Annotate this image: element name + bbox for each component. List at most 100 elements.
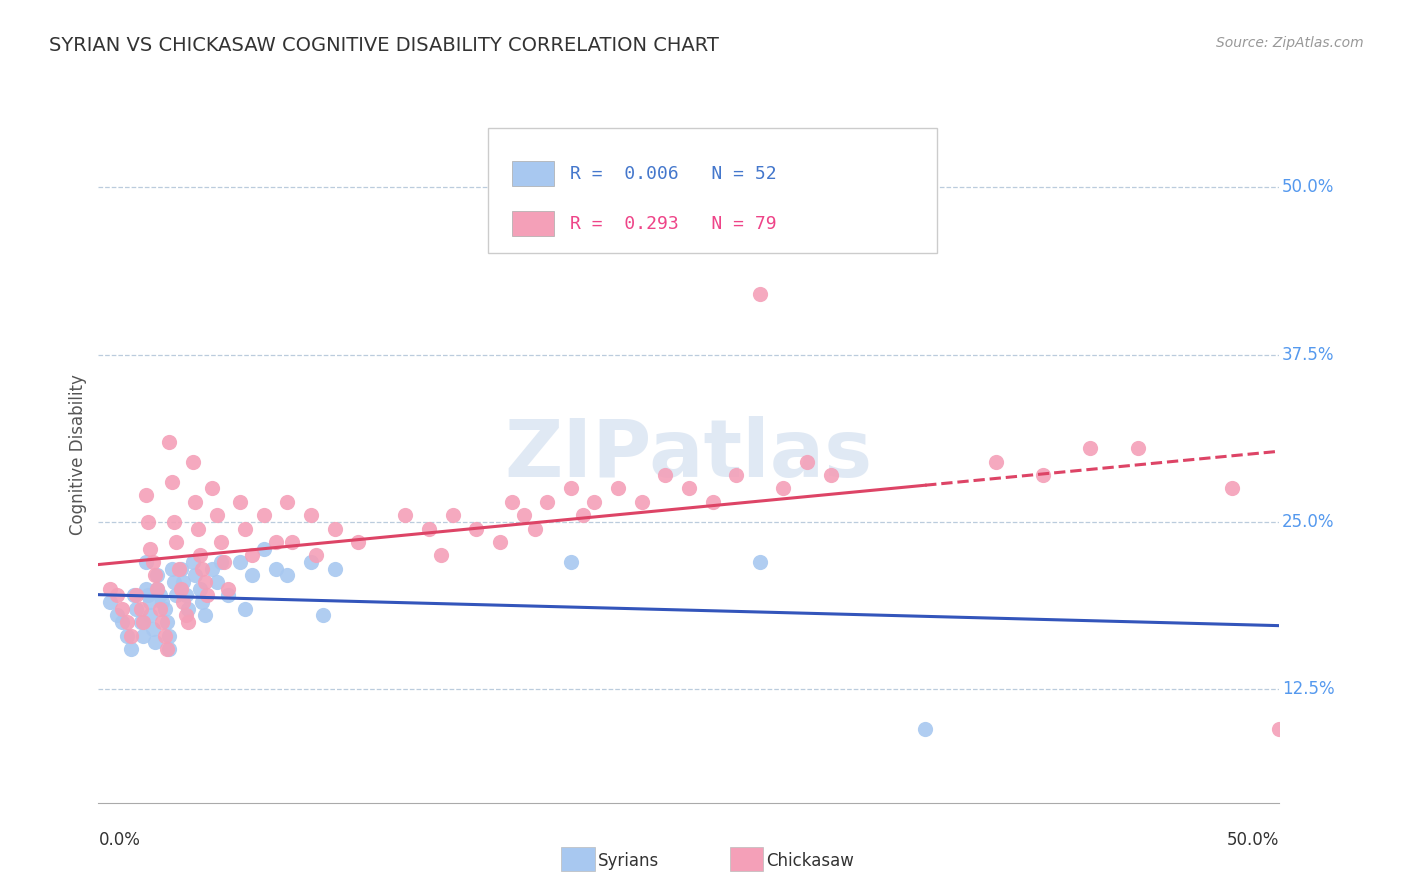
Point bbox=[184, 494, 207, 508]
Point bbox=[115, 628, 138, 642]
Point bbox=[217, 589, 239, 603]
Point bbox=[146, 582, 169, 596]
FancyBboxPatch shape bbox=[512, 161, 554, 186]
Point bbox=[1268, 723, 1291, 737]
Point bbox=[125, 589, 148, 603]
Text: 50.0%: 50.0% bbox=[1282, 178, 1334, 196]
Point bbox=[217, 582, 239, 596]
Point bbox=[191, 595, 214, 609]
Point bbox=[139, 595, 162, 609]
Point bbox=[1080, 442, 1102, 456]
Point bbox=[129, 602, 152, 616]
Point bbox=[323, 562, 346, 576]
Point bbox=[201, 562, 224, 576]
Point bbox=[174, 589, 197, 603]
Point bbox=[512, 508, 534, 523]
Point bbox=[132, 628, 155, 642]
Point bbox=[177, 602, 200, 616]
Point bbox=[129, 615, 152, 630]
Point bbox=[233, 602, 256, 616]
Point bbox=[111, 615, 134, 630]
Point bbox=[157, 628, 180, 642]
Point bbox=[312, 608, 335, 623]
Point bbox=[146, 568, 169, 582]
Point bbox=[143, 635, 166, 649]
Point bbox=[299, 555, 322, 569]
Point bbox=[772, 482, 794, 496]
Point bbox=[560, 482, 582, 496]
Point bbox=[654, 468, 676, 483]
Point bbox=[205, 575, 228, 590]
Point bbox=[194, 575, 217, 590]
Text: Syrians: Syrians bbox=[598, 852, 659, 870]
Text: ZIPatlas: ZIPatlas bbox=[505, 416, 873, 494]
Point bbox=[142, 622, 165, 636]
Point bbox=[796, 455, 818, 469]
Point bbox=[153, 602, 176, 616]
Point bbox=[181, 455, 204, 469]
Point bbox=[264, 535, 287, 549]
Point bbox=[536, 494, 558, 508]
Point bbox=[441, 508, 464, 523]
Point bbox=[195, 589, 218, 603]
Point bbox=[132, 615, 155, 630]
Point bbox=[276, 568, 298, 582]
Point bbox=[229, 494, 252, 508]
Point bbox=[150, 595, 173, 609]
Point bbox=[465, 521, 488, 535]
Text: R =  0.006   N = 52: R = 0.006 N = 52 bbox=[569, 165, 776, 183]
Point bbox=[630, 494, 652, 508]
Point bbox=[212, 555, 235, 569]
Point bbox=[253, 508, 276, 523]
Point bbox=[229, 555, 252, 569]
Point bbox=[984, 455, 1007, 469]
Point bbox=[489, 535, 512, 549]
Point bbox=[276, 494, 298, 508]
Point bbox=[143, 568, 166, 582]
Point bbox=[170, 582, 193, 596]
Text: 12.5%: 12.5% bbox=[1282, 680, 1334, 698]
Point bbox=[139, 608, 162, 623]
Point bbox=[153, 628, 176, 642]
Point bbox=[156, 642, 179, 657]
Point bbox=[160, 562, 183, 576]
Point bbox=[205, 508, 228, 523]
Point bbox=[914, 723, 936, 737]
Point bbox=[115, 615, 138, 630]
Text: Chickasaw: Chickasaw bbox=[766, 852, 855, 870]
Point bbox=[149, 602, 172, 616]
Text: 25.0%: 25.0% bbox=[1282, 513, 1334, 531]
Point bbox=[702, 494, 724, 508]
Point bbox=[177, 615, 200, 630]
Text: 50.0%: 50.0% bbox=[1227, 830, 1279, 848]
Point bbox=[139, 541, 162, 556]
Point bbox=[560, 555, 582, 569]
Point bbox=[163, 575, 186, 590]
Point bbox=[209, 555, 232, 569]
Point bbox=[98, 595, 121, 609]
Point bbox=[135, 582, 157, 596]
Point bbox=[167, 562, 190, 576]
Point bbox=[136, 589, 159, 603]
Text: 0.0%: 0.0% bbox=[98, 830, 141, 848]
Point bbox=[571, 508, 593, 523]
Point bbox=[165, 589, 187, 603]
Point bbox=[209, 535, 232, 549]
Point bbox=[583, 494, 606, 508]
Point bbox=[188, 582, 211, 596]
Point bbox=[1126, 442, 1149, 456]
Point bbox=[149, 589, 172, 603]
FancyBboxPatch shape bbox=[488, 128, 936, 253]
Point bbox=[240, 568, 263, 582]
Point bbox=[1032, 468, 1054, 483]
Point bbox=[323, 521, 346, 535]
Text: Source: ZipAtlas.com: Source: ZipAtlas.com bbox=[1216, 36, 1364, 50]
Point bbox=[607, 482, 630, 496]
Point bbox=[194, 608, 217, 623]
Point bbox=[281, 535, 304, 549]
Point bbox=[191, 562, 214, 576]
Text: SYRIAN VS CHICKASAW COGNITIVE DISABILITY CORRELATION CHART: SYRIAN VS CHICKASAW COGNITIVE DISABILITY… bbox=[49, 36, 718, 54]
Point bbox=[394, 508, 416, 523]
Point bbox=[299, 508, 322, 523]
Point bbox=[125, 602, 148, 616]
